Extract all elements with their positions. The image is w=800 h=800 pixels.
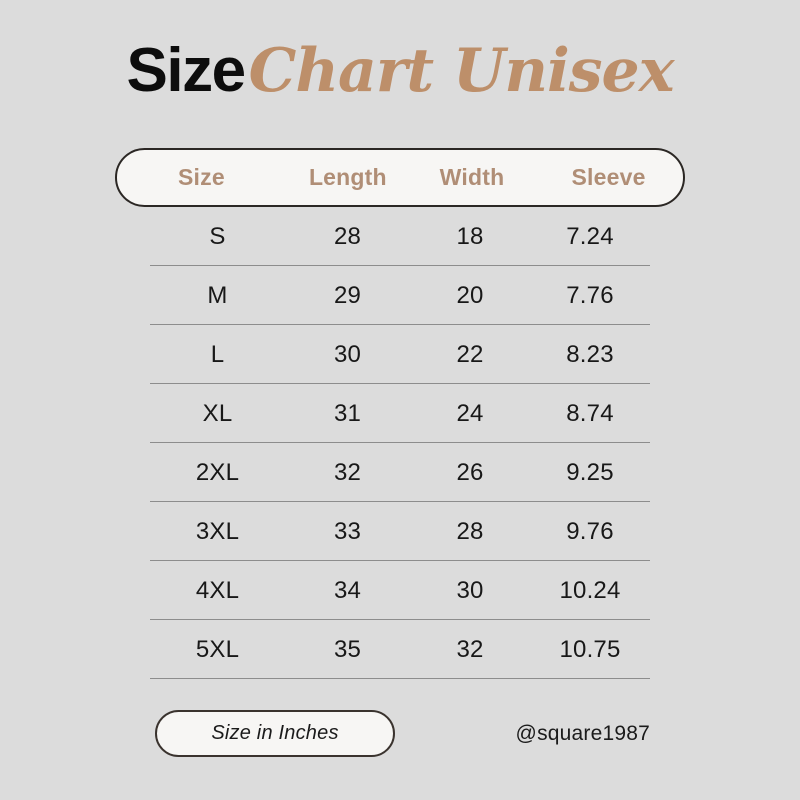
cell-width: 20	[456, 281, 484, 309]
table-row: 5XL 35 32 10.75	[150, 620, 650, 679]
table-row: XL 31 24 8.74	[150, 384, 650, 443]
cell-length: 34	[333, 576, 362, 604]
cell-sleeve: 8.23	[566, 340, 614, 368]
table-row: S 28 18 7.24	[150, 207, 650, 266]
cell-size: M	[207, 281, 228, 309]
table-row: L 30 22 8.23	[150, 325, 650, 384]
cell-length: 28	[333, 222, 362, 250]
cell-sleeve: 10.24	[559, 576, 621, 604]
title-script-text: Chart Unisex	[248, 36, 675, 106]
cell-width: 28	[456, 517, 484, 545]
cell-length: 29	[333, 281, 362, 309]
page-title: SizeChart Unisex	[0, 40, 800, 102]
column-header-sleeve: Sleeve	[571, 164, 646, 190]
cell-sleeve: 8.74	[566, 399, 614, 427]
cell-length: 35	[333, 635, 362, 663]
column-header-size: Size	[177, 164, 225, 190]
cell-size: L	[210, 340, 225, 368]
cell-size: 4XL	[195, 576, 240, 604]
table-row: 2XL 32 26 9.25	[150, 443, 650, 502]
cell-length: 31	[333, 399, 362, 427]
cell-width: 24	[456, 399, 484, 427]
table-row: 4XL 34 30 10.24	[150, 561, 650, 620]
unit-badge-label: Size in Inches	[211, 722, 339, 744]
cell-width: 22	[456, 340, 484, 368]
cell-size: 2XL	[195, 458, 240, 486]
cell-length: 32	[333, 458, 362, 486]
cell-sleeve: 7.76	[566, 281, 614, 309]
cell-size: 5XL	[195, 635, 240, 663]
cell-sleeve: 9.76	[566, 517, 614, 545]
column-header-width: Width	[439, 164, 505, 190]
brand-handle: @square1987	[515, 721, 650, 745]
table-header-pill: Size Length Width Sleeve	[115, 148, 685, 207]
cell-sleeve: 10.75	[559, 635, 621, 663]
cell-width: 30	[456, 576, 484, 604]
cell-size: S	[209, 222, 226, 250]
size-table-body: S 28 18 7.24 M 29 20 7.76 L 30 22 8.23 X…	[150, 207, 650, 679]
cell-sleeve: 7.24	[566, 222, 614, 250]
cell-width: 18	[456, 222, 484, 250]
cell-size: 3XL	[195, 517, 240, 545]
table-row: M 29 20 7.76	[150, 266, 650, 325]
cell-size: XL	[202, 399, 233, 427]
column-header-length: Length	[308, 164, 387, 190]
table-row: 3XL 33 28 9.76	[150, 502, 650, 561]
cell-width: 32	[456, 635, 484, 663]
cell-length: 33	[333, 517, 362, 545]
unit-badge: Size in Inches	[155, 710, 395, 757]
title-main-text: Size	[126, 36, 247, 105]
cell-sleeve: 9.25	[566, 458, 614, 486]
cell-length: 30	[333, 340, 362, 368]
cell-width: 26	[456, 458, 484, 486]
